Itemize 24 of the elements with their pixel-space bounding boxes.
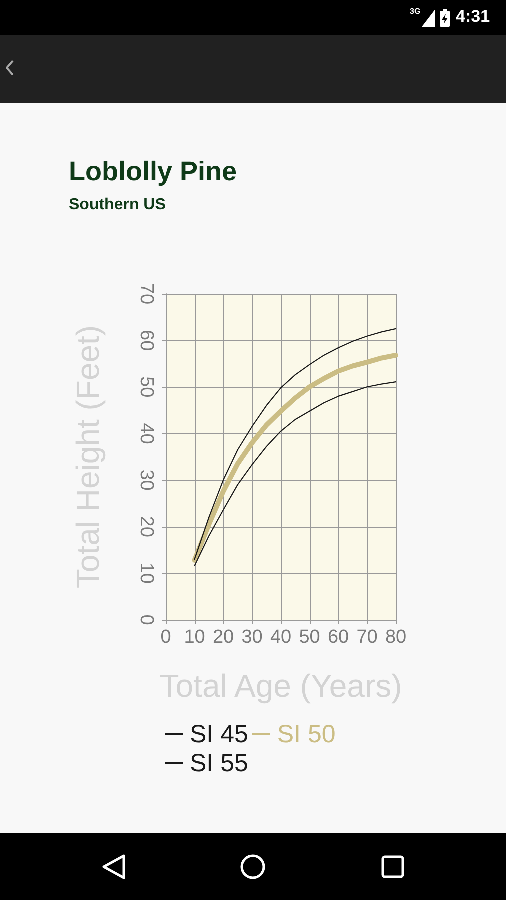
- y-tick-label: 20: [136, 516, 157, 538]
- legend-label: SI 55: [190, 750, 248, 778]
- legend-label: SI 45: [190, 720, 248, 748]
- chart-subtitle: Southern US: [69, 196, 166, 214]
- y-tick-label: 30: [136, 470, 157, 491]
- x-tick-label: 70: [356, 627, 378, 648]
- x-tick-label: 80: [385, 627, 407, 648]
- text: 3G: [410, 7, 421, 16]
- y-tick-label: 40: [136, 423, 157, 444]
- y-tick-label: 50: [136, 376, 157, 398]
- x-tick-label: 10: [184, 627, 206, 648]
- text: 4:31: [456, 7, 490, 27]
- chart-title: Loblolly Pine: [69, 156, 238, 186]
- x-tick-label: 30: [242, 627, 263, 648]
- y-tick-label: 0: [136, 614, 157, 626]
- y-tick-label: 60: [136, 330, 157, 352]
- x-tick-label: 0: [160, 627, 172, 648]
- legend-label: SI 50: [277, 720, 336, 748]
- x-tick-label: 20: [212, 627, 234, 648]
- x-tick-label: 50: [299, 627, 320, 648]
- x-tick-label: 60: [328, 627, 350, 648]
- y-tick-label: 70: [136, 283, 157, 305]
- x-tick-label: 40: [270, 627, 292, 648]
- y-tick-label: 10: [136, 562, 157, 584]
